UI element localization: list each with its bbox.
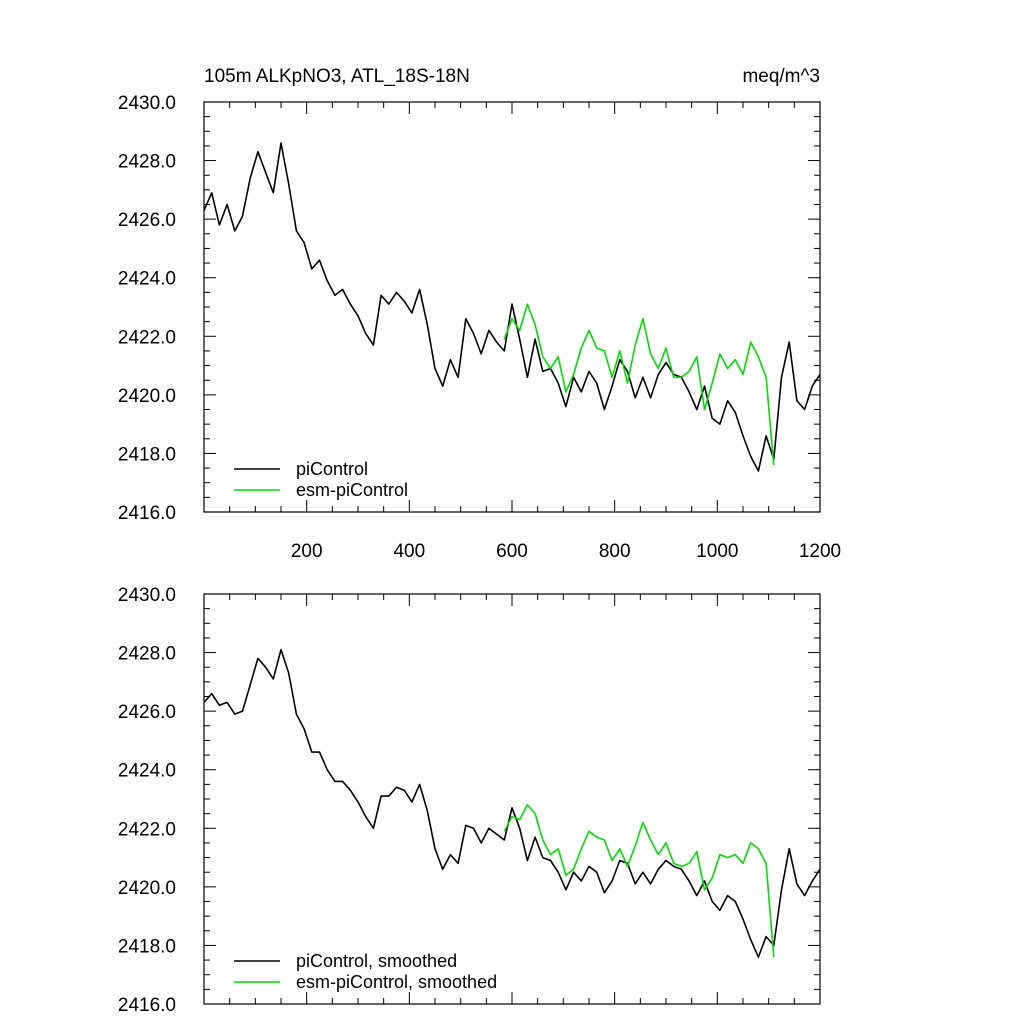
y-tick-label: 2428.0 <box>118 152 176 173</box>
top-y-tick-labels: 2416.0 2418.0 2420.0 2422.0 2424.0 2426.0 2428… <box>118 93 176 524</box>
top-legend: piControl esm-piControl <box>234 459 408 500</box>
legend-label-esm-picontrol: esm-piControl <box>296 480 408 500</box>
bottom-y-tick-labels: 2416.0 2418.0 2420.0 2422.0 2424.0 2426.0 2428… <box>118 585 176 1016</box>
y-tick-label: 2416.0 <box>118 503 176 524</box>
top-plot-frame <box>203 101 821 513</box>
y-tick-label: 2426.0 <box>118 702 176 723</box>
y-tick-label: 2418.0 <box>118 444 176 465</box>
x-tick-label: 600 <box>496 541 528 562</box>
y-tick-label: 2430.0 <box>118 585 176 606</box>
top-panel: 105m ALKpNO3, ATL_18S-18N meq/m^3 2416.0… <box>118 66 841 562</box>
y-tick-label: 2420.0 <box>118 878 176 899</box>
y-tick-label: 2418.0 <box>118 936 176 957</box>
top-series <box>203 142 821 472</box>
top-axis-ticks <box>204 101 821 513</box>
x-tick-label: 200 <box>291 541 323 562</box>
y-tick-label: 2428.0 <box>118 644 176 665</box>
y-tick-label: 2422.0 <box>118 819 176 840</box>
series-line-esm-picontrol-smoothed <box>503 804 775 958</box>
series-line-picontrol <box>203 142 821 472</box>
units-label: meq/m^3 <box>742 66 820 87</box>
x-tick-label: 1000 <box>696 541 738 562</box>
y-tick-label: 2426.0 <box>118 210 176 231</box>
x-tick-label: 400 <box>393 541 425 562</box>
y-tick-label: 2416.0 <box>118 995 176 1016</box>
y-tick-label: 2420.0 <box>118 386 176 407</box>
y-tick-label: 2424.0 <box>118 761 176 782</box>
y-tick-label: 2424.0 <box>118 269 176 290</box>
bottom-panel: 2416.0 2418.0 2420.0 2422.0 2424.0 2426.0 2428… <box>118 585 821 1016</box>
series-line-picontrol-smoothed <box>203 648 821 958</box>
bottom-legend: piControl, smoothed esm-piControl, smoot… <box>234 951 497 992</box>
legend-label-picontrol-smoothed: piControl, smoothed <box>296 951 457 971</box>
x-tick-label: 800 <box>599 541 631 562</box>
x-tick-label: 1200 <box>799 541 841 562</box>
y-tick-label: 2422.0 <box>118 327 176 348</box>
bottom-series <box>203 648 821 958</box>
legend-label-picontrol: piControl <box>296 459 368 479</box>
bottom-axis-ticks <box>204 593 821 1005</box>
chart-title: 105m ALKpNO3, ATL_18S-18N <box>204 66 470 87</box>
y-tick-label: 2430.0 <box>118 93 176 114</box>
top-x-tick-labels: 200 400 600 800 1000 1200 <box>291 541 841 562</box>
series-line-esm-picontrol <box>503 303 775 466</box>
bottom-plot-frame <box>203 593 821 1005</box>
legend-label-esm-picontrol-smoothed: esm-piControl, smoothed <box>296 972 497 992</box>
